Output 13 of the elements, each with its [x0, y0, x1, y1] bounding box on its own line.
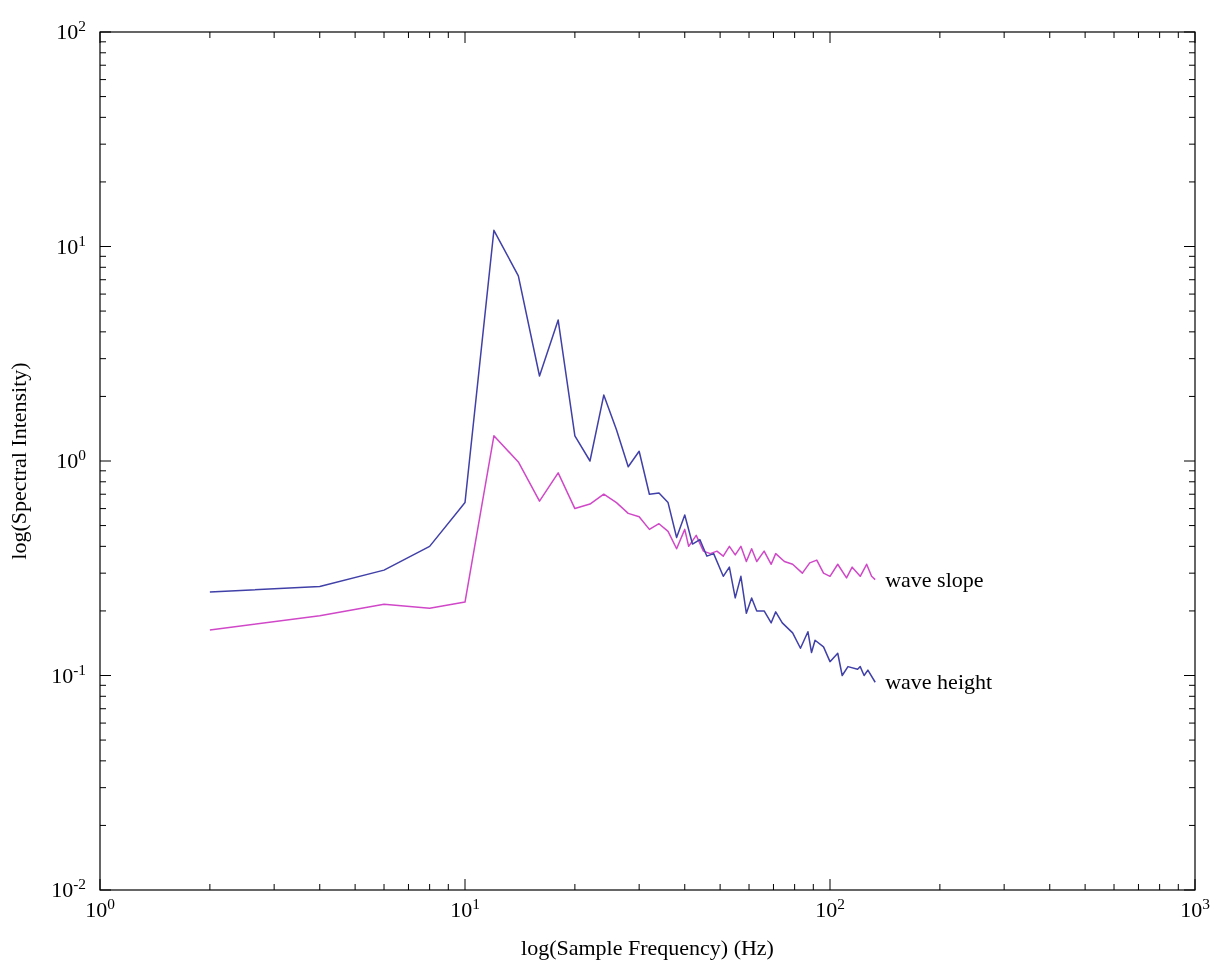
x-tick-label: 10$^{2}$ — [815, 894, 845, 922]
y-tick-label: 10$^{1}$ — [56, 231, 86, 259]
x-axis-title: log(Sample Frequency) (Hz) — [521, 935, 774, 960]
y-tick-label: 10$^{0}$ — [56, 445, 87, 473]
y-tick-label: 10$^{-1}$ — [51, 660, 86, 688]
y-axis-title: log(Spectral Intensity) — [6, 362, 31, 560]
x-tick-label: 10$^{1}$ — [450, 894, 480, 922]
x-tick-label: 10$^{0}$ — [85, 894, 116, 922]
y-tick-label: 10$^{2}$ — [56, 16, 86, 44]
series-label: wave slope — [885, 566, 984, 592]
series-label: wave height — [885, 669, 993, 695]
y-tick-label: 10$^{-2}$ — [51, 874, 86, 902]
x-tick-label: 10$^{3}$ — [1180, 894, 1211, 922]
